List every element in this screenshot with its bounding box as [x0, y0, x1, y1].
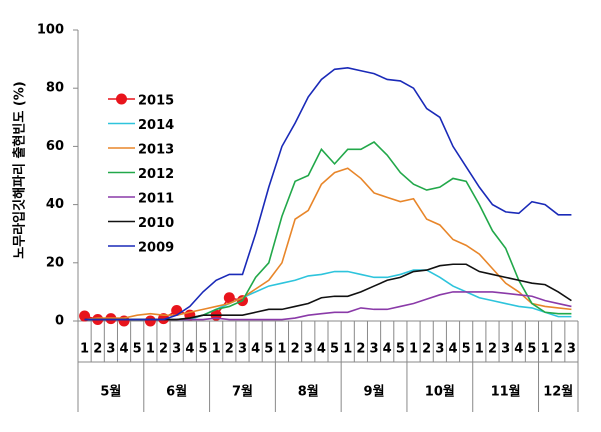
- month-label: 12월: [543, 384, 573, 400]
- y-tick-label: 40: [46, 197, 64, 212]
- x-tick-label: 3: [370, 342, 379, 357]
- x-tick-label: 4: [317, 342, 326, 357]
- x-tick-label: 5: [462, 342, 471, 357]
- y-tick-label: 0: [55, 314, 64, 329]
- x-tick-label: 5: [264, 342, 273, 357]
- month-label: 6월: [166, 384, 187, 400]
- x-tick-label: 5: [527, 342, 536, 357]
- x-tick-label: 5: [198, 342, 207, 357]
- series-line: [84, 291, 572, 321]
- x-tick-label: 3: [238, 342, 247, 357]
- x-tick-label: 4: [251, 342, 260, 357]
- month-label: 10월: [425, 384, 455, 400]
- x-tick-label: 1: [80, 342, 89, 357]
- y-tick-label: 100: [37, 23, 64, 38]
- data-point: [223, 292, 235, 304]
- legend-marker: [116, 93, 127, 105]
- y-tick-label: 20: [46, 255, 64, 270]
- x-tick-label: 4: [120, 342, 129, 357]
- x-tick-label: 1: [212, 342, 221, 357]
- x-tick-label: 2: [554, 342, 563, 357]
- x-tick-label: 5: [330, 342, 339, 357]
- x-tick-label: 1: [146, 342, 155, 357]
- legend-label: 2014: [138, 118, 174, 133]
- x-tick-label: 3: [567, 342, 576, 357]
- x-tick-label: 3: [106, 342, 115, 357]
- x-tick-label: 4: [383, 342, 392, 357]
- legend-label: 2010: [138, 216, 174, 231]
- series-line: [84, 67, 572, 321]
- x-tick-label: 2: [488, 342, 497, 357]
- x-tick-label: 1: [409, 342, 418, 357]
- month-label: 7월: [232, 384, 253, 400]
- x-tick-label: 5: [396, 342, 405, 357]
- x-tick-label: 4: [185, 342, 194, 357]
- series-line: [84, 167, 572, 321]
- x-tick-label: 3: [172, 342, 181, 357]
- x-tick-label: 1: [475, 342, 484, 357]
- series-line: [84, 269, 572, 321]
- legend-label: 2013: [138, 143, 174, 158]
- month-label: 5월: [100, 384, 121, 400]
- x-tick-label: 2: [225, 342, 234, 357]
- legend-label: 2011: [138, 192, 174, 207]
- legend-label: 2015: [138, 94, 174, 109]
- legend-label: 2012: [138, 167, 174, 182]
- y-tick-label: 80: [46, 81, 64, 96]
- month-label: 8월: [298, 384, 319, 400]
- x-tick-label: 4: [514, 342, 523, 357]
- y-axis-label: 노무라입깃해파리 출현빈도 (%): [12, 81, 28, 258]
- x-tick-label: 2: [356, 342, 365, 357]
- x-tick-label: 3: [304, 342, 313, 357]
- data-point: [144, 315, 156, 327]
- x-tick-label: 3: [501, 342, 510, 357]
- month-label: 11월: [491, 384, 521, 400]
- x-tick-label: 1: [343, 342, 352, 357]
- x-tick-label: 5: [133, 342, 142, 357]
- x-tick-label: 1: [277, 342, 286, 357]
- legend-label: 2009: [138, 241, 174, 256]
- x-tick-label: 2: [422, 342, 431, 357]
- y-tick-label: 60: [46, 139, 64, 154]
- x-tick-label: 2: [93, 342, 102, 357]
- x-tick-label: 1: [541, 342, 550, 357]
- month-label: 9월: [364, 384, 385, 400]
- x-tick-label: 2: [291, 342, 300, 357]
- x-tick-label: 2: [159, 342, 168, 357]
- x-tick-label: 4: [448, 342, 457, 357]
- x-tick-label: 3: [435, 342, 444, 357]
